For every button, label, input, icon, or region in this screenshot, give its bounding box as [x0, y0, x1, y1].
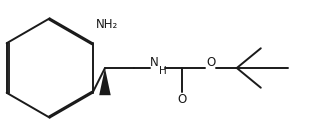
Polygon shape — [99, 68, 111, 95]
Text: O: O — [178, 93, 187, 106]
Text: NH₂: NH₂ — [95, 18, 118, 31]
Text: N: N — [150, 56, 159, 69]
Text: O: O — [207, 56, 216, 69]
Text: H: H — [159, 66, 167, 76]
